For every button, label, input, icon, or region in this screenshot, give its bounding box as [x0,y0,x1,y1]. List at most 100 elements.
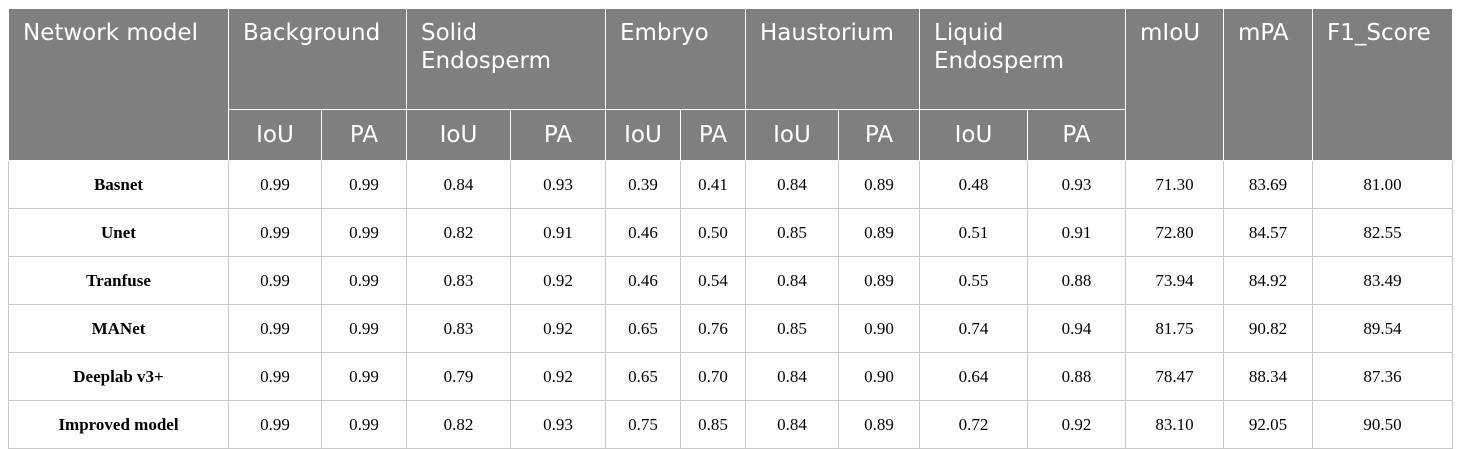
cell-bg-iou: 0.99 [228,400,322,449]
cell-f1: 89.54 [1312,304,1453,353]
table-row: Deeplab v3+ 0.99 0.99 0.79 0.92 0.65 0.7… [8,352,1453,401]
cell-em-iou: 0.46 [605,256,681,305]
header-embryo: Embryo [605,8,746,110]
cell-le-pa: 0.94 [1027,304,1126,353]
subheader-pa: PA [1027,109,1126,161]
cell-le-iou: 0.55 [919,256,1028,305]
cell-em-pa: 0.85 [680,400,746,449]
cell-em-iou: 0.46 [605,208,681,257]
cell-le-pa: 0.92 [1027,400,1126,449]
cell-model: Deeplab v3+ [8,352,229,401]
cell-se-iou: 0.84 [406,160,511,209]
cell-ha-iou: 0.85 [745,208,839,257]
subheader-pa: PA [680,109,746,161]
subheader-iou: IoU [919,109,1028,161]
cell-ha-pa: 0.89 [838,208,920,257]
cell-se-pa: 0.92 [510,256,606,305]
cell-mpa: 84.92 [1223,256,1313,305]
cell-ha-pa: 0.89 [838,256,920,305]
subheader-pa: PA [321,109,407,161]
cell-model: Improved model [8,400,229,449]
cell-mpa: 83.69 [1223,160,1313,209]
cell-se-iou: 0.83 [406,256,511,305]
cell-se-iou: 0.82 [406,400,511,449]
cell-miou: 78.47 [1125,352,1224,401]
cell-em-iou: 0.65 [605,352,681,401]
cell-le-iou: 0.64 [919,352,1028,401]
cell-ha-pa: 0.89 [838,400,920,449]
subheader-pa: PA [510,109,606,161]
cell-em-pa: 0.76 [680,304,746,353]
cell-ha-iou: 0.84 [745,256,839,305]
cell-se-iou: 0.79 [406,352,511,401]
cell-em-iou: 0.39 [605,160,681,209]
header-network-model: Network model [8,8,229,161]
cell-em-iou: 0.75 [605,400,681,449]
cell-le-pa: 0.88 [1027,352,1126,401]
cell-se-pa: 0.92 [510,352,606,401]
cell-bg-iou: 0.99 [228,160,322,209]
cell-em-pa: 0.54 [680,256,746,305]
cell-bg-pa: 0.99 [321,400,407,449]
header-liquid-endosperm: Liquid Endosperm [919,8,1126,110]
header-mpa: mPA [1223,8,1313,161]
cell-bg-iou: 0.99 [228,304,322,353]
table-row: Improved model 0.99 0.99 0.82 0.93 0.75 … [8,400,1453,449]
cell-le-pa: 0.88 [1027,256,1126,305]
cell-ha-pa: 0.89 [838,160,920,209]
cell-le-pa: 0.93 [1027,160,1126,209]
header-haustorium: Haustorium [745,8,920,110]
cell-se-pa: 0.93 [510,160,606,209]
cell-ha-iou: 0.85 [745,304,839,353]
cell-em-iou: 0.65 [605,304,681,353]
cell-mpa: 88.34 [1223,352,1313,401]
cell-em-pa: 0.70 [680,352,746,401]
cell-em-pa: 0.50 [680,208,746,257]
cell-le-iou: 0.51 [919,208,1028,257]
cell-bg-iou: 0.99 [228,256,322,305]
cell-se-pa: 0.91 [510,208,606,257]
cell-bg-pa: 0.99 [321,208,407,257]
cell-se-pa: 0.92 [510,304,606,353]
cell-bg-iou: 0.99 [228,352,322,401]
cell-miou: 83.10 [1125,400,1224,449]
table-row: Unet 0.99 0.99 0.82 0.91 0.46 0.50 0.85 … [8,208,1453,257]
cell-le-pa: 0.91 [1027,208,1126,257]
cell-se-pa: 0.93 [510,400,606,449]
subheader-iou: IoU [605,109,681,161]
cell-miou: 71.30 [1125,160,1224,209]
cell-ha-pa: 0.90 [838,352,920,401]
cell-f1: 90.50 [1312,400,1453,449]
cell-bg-pa: 0.99 [321,256,407,305]
cell-miou: 81.75 [1125,304,1224,353]
cell-se-iou: 0.82 [406,208,511,257]
cell-f1: 82.55 [1312,208,1453,257]
cell-se-iou: 0.83 [406,304,511,353]
cell-bg-pa: 0.99 [321,160,407,209]
subheader-iou: IoU [745,109,839,161]
table-row: Tranfuse 0.99 0.99 0.83 0.92 0.46 0.54 0… [8,256,1453,305]
cell-miou: 72.80 [1125,208,1224,257]
results-table: Network model Background Solid Endosperm… [8,8,1453,449]
cell-le-iou: 0.48 [919,160,1028,209]
cell-le-iou: 0.72 [919,400,1028,449]
cell-ha-iou: 0.84 [745,160,839,209]
subheader-iou: IoU [228,109,322,161]
header-miou: mIoU [1125,8,1224,161]
cell-mpa: 90.82 [1223,304,1313,353]
cell-em-pa: 0.41 [680,160,746,209]
header-background: Background [228,8,407,110]
header-solid-endosperm: Solid Endosperm [406,8,606,110]
subheader-pa: PA [838,109,920,161]
cell-ha-iou: 0.84 [745,400,839,449]
cell-f1: 83.49 [1312,256,1453,305]
subheader-iou: IoU [406,109,511,161]
table-row: Basnet 0.99 0.99 0.84 0.93 0.39 0.41 0.8… [8,160,1453,209]
cell-bg-pa: 0.99 [321,304,407,353]
cell-le-iou: 0.74 [919,304,1028,353]
cell-ha-iou: 0.84 [745,352,839,401]
cell-f1: 87.36 [1312,352,1453,401]
cell-model: MANet [8,304,229,353]
cell-mpa: 92.05 [1223,400,1313,449]
table-row: MANet 0.99 0.99 0.83 0.92 0.65 0.76 0.85… [8,304,1453,353]
